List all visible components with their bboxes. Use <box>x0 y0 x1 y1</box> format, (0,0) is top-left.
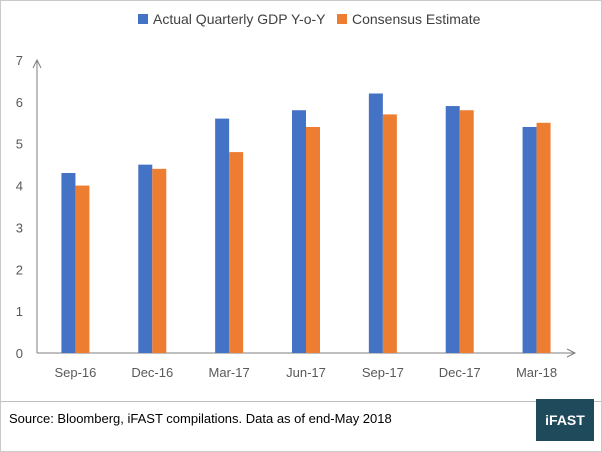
logo-text: iFAST <box>545 412 585 428</box>
y-tick-label: 7 <box>16 53 23 68</box>
legend-label: Consensus Estimate <box>352 11 481 27</box>
y-axis-arrow <box>32 58 42 69</box>
x-tick-label: Mar-18 <box>516 365 557 380</box>
x-tick-label: Mar-17 <box>209 365 250 380</box>
bar-actual <box>138 164 153 353</box>
x-tick-label: Jun-17 <box>286 365 326 380</box>
x-tick-label: Sep-16 <box>54 365 96 380</box>
ifast-logo: iFAST <box>536 399 594 441</box>
y-tick-label: 2 <box>16 262 23 277</box>
x-tick-label: Dec-17 <box>439 365 481 380</box>
bar-consensus <box>75 185 90 353</box>
y-axis: 0 1 2 3 4 5 6 7 <box>16 53 42 361</box>
bar-actual <box>292 110 306 353</box>
legend-swatch <box>138 14 148 24</box>
bar-actual <box>215 118 230 353</box>
bar-consensus <box>229 152 244 353</box>
x-tick-label: Dec-16 <box>131 365 173 380</box>
bar-consensus <box>536 122 551 354</box>
bar-actual <box>368 93 383 353</box>
y-tick-label: 4 <box>16 179 23 194</box>
bar-actual <box>445 106 460 354</box>
bar-consensus <box>459 110 474 353</box>
gdp-bar-chart: Actual Quarterly GDP Y-o-Y Consensus Esti… <box>16 11 577 380</box>
y-tick-label: 1 <box>16 304 23 319</box>
x-axis: Sep-16 Dec-16 Mar-17 Jun-17 Sep-17 Dec-17 Mar-… <box>37 348 577 380</box>
bar-consensus <box>306 126 320 353</box>
legend-label: Actual Quarterly GDP Y-o-Y <box>153 11 326 27</box>
bar-consensus <box>382 114 397 354</box>
source-bar: Source: Bloomberg, iFAST compilations. D… <box>1 401 601 442</box>
y-tick-label: 5 <box>16 137 23 152</box>
x-tick-label: Sep-17 <box>362 365 404 380</box>
bar-actual <box>522 126 537 353</box>
y-tick-label: 3 <box>16 220 23 235</box>
legend-swatch <box>337 14 347 24</box>
bars <box>61 93 551 354</box>
y-tick-label: 0 <box>16 346 23 361</box>
source-note: Source: Bloomberg, iFAST compilations. D… <box>9 411 392 426</box>
bar-actual <box>61 173 76 353</box>
bar-consensus <box>152 168 167 353</box>
legend: Actual Quarterly GDP Y-o-Y Consensus Esti… <box>138 11 481 27</box>
x-axis-arrow <box>566 348 577 358</box>
y-tick-label: 6 <box>16 95 23 110</box>
